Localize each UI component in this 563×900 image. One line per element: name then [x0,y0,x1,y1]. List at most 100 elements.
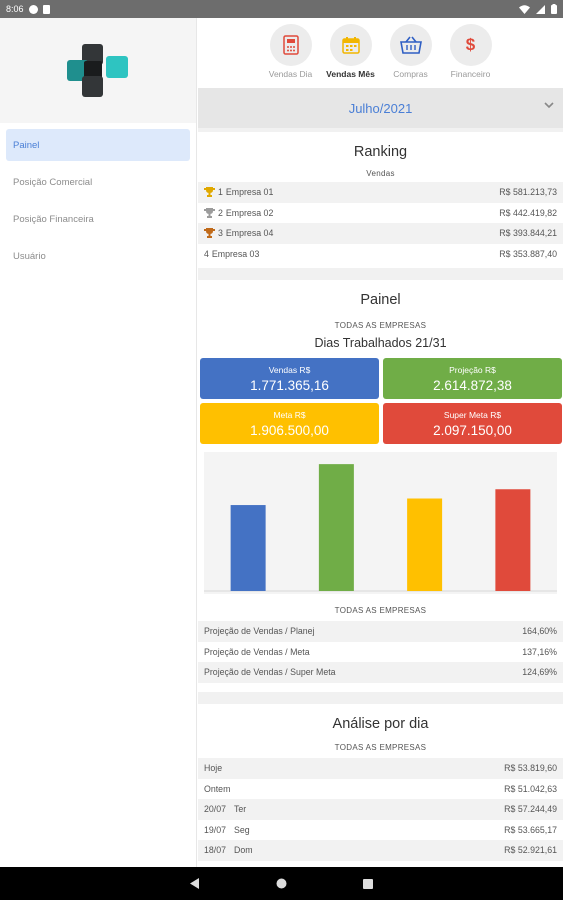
painel-card: Painel TODAS AS EMPRESAS Dias Trabalhado… [198,280,563,692]
chevron-down-icon [544,102,554,109]
day-value: R$ 57.244,49 [504,804,557,815]
tab-vendas-mes[interactable]: Vendas Mês [326,24,375,88]
day-row: 18/07 Dom R$ 52.921,61 [198,840,563,861]
ranking-value: R$ 393.844,21 [499,228,557,239]
system-nav-bar [0,867,563,900]
tab-label: Vendas Dia [268,69,313,79]
ranking-row: 4 Empresa 03 R$ 353.887,40 [198,244,563,265]
tab-label: Financeiro [450,69,491,79]
tab-icon-circle: $ [449,24,492,66]
ratio-value: 124,69% [522,667,557,678]
ranking-position: 3 [218,228,223,239]
ratios-list: Projeção de Vendas / Planej 164,60% Proj… [198,621,563,683]
day-date: 18/07 [204,845,227,856]
top-tabs: Vendas Dia Vendas Mês [198,18,563,88]
tab-icon-circle [329,24,372,66]
back-icon[interactable] [190,878,200,889]
bar-chart [204,452,557,594]
days-worked: Dias Trabalhados 21/31 [314,336,447,350]
tab-label: Vendas Mês [326,69,375,79]
tab-vendas-dia[interactable]: Vendas Dia [268,24,314,88]
bar-super-meta [495,489,531,591]
sidebar-item-label: Usuário [13,250,46,262]
ranking-position: 1 [218,187,223,198]
analise-list: Hoje R$ 53.819,60 Ontem R$ 51.042,63 20/… [198,758,563,861]
ratio-row: Projeção de Vendas / Planej 164,60% [198,621,563,642]
kpi-label: Super Meta R$ [443,409,502,420]
kpi-projecao: Projeção R$ 2.614.872,38 [383,358,562,399]
ranking-name: Empresa 04 [225,228,274,239]
kpi-grid: Vendas R$ 1.771.365,16 Projeção R$ 2.614… [198,358,563,444]
ratio-value: 137,16% [522,646,557,657]
basket-icon [399,36,422,54]
bar-vendas [230,505,266,591]
ratio-row: Projeção de Vendas / Super Meta 124,69% [198,662,563,683]
tab-financeiro[interactable]: $ Financeiro [448,24,494,88]
kpi-value: 2.614.872,38 [433,377,512,393]
bar-meta [407,498,443,591]
sidebar-item-label: Posição Comercial [13,176,93,188]
main-content: Vendas Dia Vendas Mês [198,18,563,867]
ratio-label: Projeção de Vendas / Meta [204,646,310,657]
analise-scope: TODAS AS EMPRESAS [334,743,427,752]
day-date: 19/07 [204,824,227,835]
bronze-trophy-icon [204,228,215,239]
sidebar-item-posicao-comercial[interactable]: Posição Comercial [6,166,190,198]
kpi-meta: Meta R$ 1.906.500,00 [200,403,379,444]
kpi-label: Meta R$ [273,409,306,420]
side-nav: Painel Posição Comercial Posição Finance… [0,123,196,283]
day-row: Hoje R$ 53.819,60 [198,758,563,779]
recents-icon[interactable] [363,878,373,889]
day-weekday: Dom [234,845,253,856]
ratio-label: Projeção de Vendas / Planej [204,626,315,637]
silver-trophy-icon [204,207,215,218]
signal-icon [536,4,545,14]
painel-title: Painel [360,292,401,308]
ranking-title: Ranking [353,144,408,160]
logo-area [0,18,196,123]
day-row: 19/07 Seg R$ 53.665,17 [198,820,563,841]
ranking-name: Empresa 02 [225,207,274,218]
ranking-row: 2 Empresa 02 R$ 442.419,82 [198,203,563,224]
sidebar-item-usuario[interactable]: Usuário [6,240,190,272]
tab-icon-circle [269,24,312,66]
day-date: Ontem [204,783,231,794]
kpi-value: 2.097.150,00 [433,422,512,438]
ranking-value: R$ 353.887,40 [499,248,557,259]
ranking-name: Empresa 03 [211,248,260,259]
kpi-super-meta: Super Meta R$ 2.097.150,00 [383,403,562,444]
calendar-icon [341,37,360,54]
ratio-value: 164,60% [522,626,557,637]
ranking-position: 2 [218,207,223,218]
day-date: Hoje [204,763,223,774]
ratio-label: Projeção de Vendas / Super Meta [204,667,336,678]
month-selector[interactable]: Julho/2021 [198,88,563,128]
tab-compras[interactable]: Compras [388,24,434,88]
tab-icon-circle [389,24,432,66]
gold-trophy-icon [204,187,215,198]
day-value: R$ 52.921,61 [504,845,557,856]
kpi-label: Vendas R$ [268,364,311,375]
ranking-list: 1 Empresa 01 R$ 581.213,73 2 Empresa 02 … [198,182,563,264]
ranking-card: Ranking Vendas 1 Empresa 01 R$ 581.213,7… [198,132,563,268]
ratio-row: Projeção de Vendas / Meta 137,16% [198,642,563,663]
status-bar: 8:06 [0,0,563,18]
wifi-icon [519,4,530,14]
sidebar-item-posicao-financeira[interactable]: Posição Financeira [6,203,190,235]
sidebar-item-label: Painel [13,139,40,151]
home-icon[interactable] [276,878,287,889]
ranking-position: 4 [204,248,209,259]
analise-title: Análise por dia [332,716,429,732]
kpi-label: Projeção R$ [449,364,496,375]
ranking-row: 3 Empresa 04 R$ 393.844,21 [198,223,563,244]
calculator-icon [282,35,299,55]
ranking-subtitle: Vendas [366,169,395,178]
day-value: R$ 53.819,60 [504,763,557,774]
ranking-name: Empresa 01 [225,187,274,198]
app-notification-icon [28,4,38,14]
day-weekday: Ter [234,804,247,815]
sim-icon [42,4,50,14]
day-weekday: Seg [234,824,250,835]
kpi-vendas: Vendas R$ 1.771.365,16 [200,358,379,399]
sidebar-item-painel[interactable]: Painel [6,129,190,161]
